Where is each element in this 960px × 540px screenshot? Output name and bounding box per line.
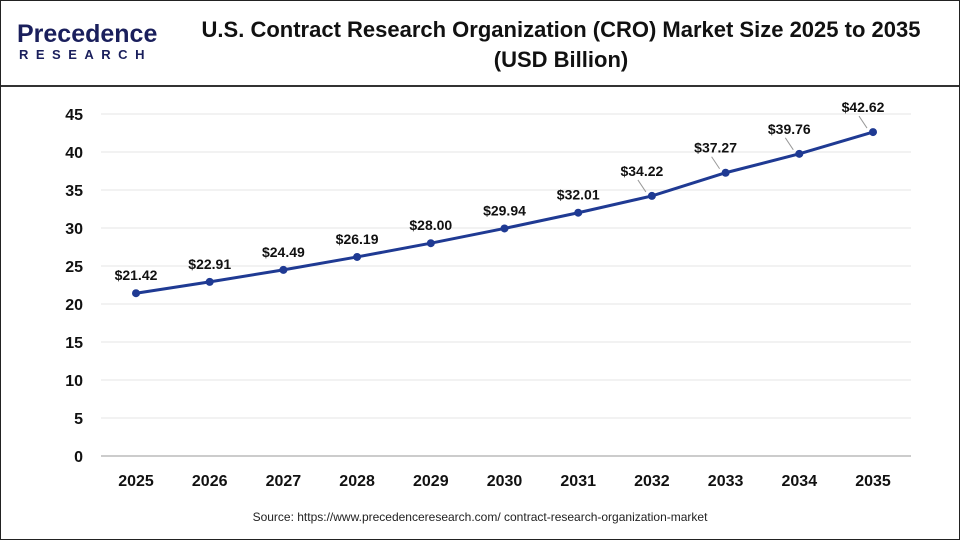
header: Precedence RESEARCH U.S. Contract Resear… — [1, 1, 959, 87]
source-note: Source: https://www.precedenceresearch.c… — [252, 510, 708, 524]
x-tick-label: 2030 — [487, 473, 523, 490]
label-leader-line — [784, 137, 794, 151]
data-point — [426, 239, 435, 248]
data-point — [721, 168, 730, 177]
logo-line1: Precedence — [17, 20, 158, 48]
x-tick-label: 2035 — [855, 473, 891, 490]
y-tick-label: 40 — [65, 145, 83, 162]
y-tick-label: 0 — [74, 449, 83, 466]
data-label: $22.91 — [188, 256, 231, 272]
logo: Precedence RESEARCH — [17, 21, 162, 66]
data-label: $34.22 — [620, 163, 663, 179]
label-leader-line — [858, 115, 868, 129]
label-leader-line — [711, 156, 721, 170]
y-tick-label: 10 — [65, 373, 83, 390]
chart-title-line1: U.S. Contract Research Organization (CRO… — [201, 17, 921, 42]
x-tick-label: 2026 — [192, 473, 228, 490]
data-point — [205, 277, 214, 286]
data-point — [574, 208, 583, 217]
data-point — [647, 191, 656, 200]
chart-title: U.S. Contract Research Organization (CRO… — [171, 15, 951, 75]
data-label: $28.00 — [409, 217, 452, 233]
data-label: $37.27 — [694, 140, 737, 156]
data-label: $42.62 — [842, 99, 885, 115]
data-point — [869, 128, 877, 137]
data-label: $26.19 — [336, 231, 379, 247]
x-tick-label: 2033 — [708, 473, 744, 490]
logo-line2: RESEARCH — [19, 47, 152, 62]
x-tick-label: 2029 — [413, 473, 449, 490]
x-tick-label: 2032 — [634, 473, 670, 490]
y-tick-label: 45 — [65, 107, 83, 124]
data-label: $21.42 — [115, 267, 158, 283]
x-tick-label: 2034 — [782, 473, 818, 490]
y-tick-label: 35 — [65, 183, 83, 200]
data-label: $32.01 — [557, 187, 600, 203]
y-tick-label: 25 — [65, 259, 83, 276]
data-point — [353, 252, 362, 261]
x-tick-label: 2028 — [339, 473, 375, 490]
data-label: $39.76 — [768, 121, 811, 137]
chart-title-line2: (USD Billion) — [493, 47, 629, 72]
label-leader-line — [637, 179, 647, 193]
y-tick-label: 20 — [65, 297, 83, 314]
data-label: $24.49 — [262, 244, 305, 260]
data-point — [500, 224, 509, 233]
y-tick-label: 30 — [65, 221, 83, 238]
x-tick-label: 2027 — [266, 473, 302, 490]
data-point — [279, 265, 288, 274]
data-point — [795, 149, 804, 158]
data-label: $29.94 — [483, 202, 526, 218]
y-tick-label: 15 — [65, 335, 83, 352]
x-tick-label: 2025 — [118, 473, 154, 490]
x-tick-label: 2031 — [560, 473, 596, 490]
y-tick-label: 5 — [74, 411, 83, 428]
data-point — [132, 289, 140, 298]
